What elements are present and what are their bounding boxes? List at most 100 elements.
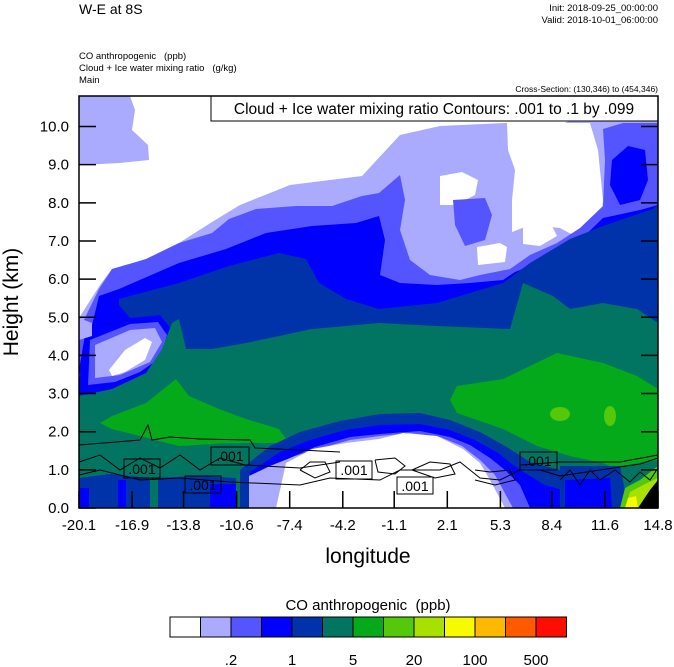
colorbar-swatch bbox=[444, 616, 476, 638]
field-label-main: Main bbox=[79, 75, 100, 86]
contour-label-box bbox=[335, 460, 373, 480]
init-time: Init: 2018-09-25_00:00:00 bbox=[549, 3, 658, 14]
field-label-co: CO anthropogenic (ppb) bbox=[79, 51, 186, 62]
fill-level-9 bbox=[625, 496, 638, 508]
contour-label-box bbox=[184, 475, 222, 494]
x-tick-label: -4.2 bbox=[330, 517, 356, 534]
terrain bbox=[638, 480, 658, 508]
fill-level-0 bbox=[477, 243, 507, 265]
x-axis-label: longitude bbox=[325, 545, 410, 568]
y-tick-label: 7.0 bbox=[48, 233, 69, 250]
contour-label: .001 bbox=[189, 477, 216, 493]
figure-title: W-E at 8S bbox=[79, 1, 143, 17]
contour-line bbox=[299, 461, 331, 479]
fill-level-2 bbox=[453, 198, 492, 246]
x-tick-label: 14.8 bbox=[643, 517, 672, 534]
y-tick-label: 8.0 bbox=[48, 195, 69, 212]
contour-label: .001 bbox=[128, 461, 155, 477]
contour-line bbox=[374, 457, 406, 475]
contour-fill bbox=[79, 96, 658, 508]
y-tick-label: 1.0 bbox=[48, 462, 69, 479]
y-tick-label: 0.0 bbox=[48, 500, 69, 517]
fill-level-0 bbox=[109, 338, 152, 376]
contour-label-box bbox=[123, 458, 161, 479]
fill-level-0 bbox=[507, 123, 603, 236]
field-label-cloud: Cloud + Ice water mixing ratio (g/kg) bbox=[79, 63, 237, 74]
y-tick-label: 9.0 bbox=[48, 157, 69, 174]
contour-label-box bbox=[396, 476, 434, 495]
y-tick-label: 4.0 bbox=[48, 347, 69, 364]
fill-level-5 bbox=[150, 478, 158, 508]
colorbar-swatch bbox=[505, 616, 537, 638]
colorbar-tick-label: 20 bbox=[406, 652, 423, 667]
x-tick-label: -7.4 bbox=[277, 517, 303, 534]
contour-label: .001 bbox=[401, 478, 428, 494]
colorbar-tick-label: 5 bbox=[349, 652, 357, 667]
contour-label: .001 bbox=[216, 448, 243, 464]
x-tick-label: 8.4 bbox=[541, 517, 562, 534]
contour-label: .001 bbox=[524, 453, 551, 469]
colorbar-swatch bbox=[322, 616, 354, 638]
colorbar-swatch bbox=[383, 616, 415, 638]
contour-line bbox=[79, 423, 341, 453]
colorbar-swatch bbox=[261, 616, 293, 638]
fill-level-6 bbox=[100, 379, 286, 446]
colorbar-swatch bbox=[474, 616, 506, 638]
fill-level-1 bbox=[79, 318, 92, 340]
colorbar-tick-label: .2 bbox=[225, 652, 238, 667]
x-tick-label: 5.3 bbox=[490, 517, 511, 534]
x-tick-label: -20.1 bbox=[62, 517, 96, 534]
colorbar-swatch bbox=[200, 616, 232, 638]
contour-line bbox=[519, 454, 658, 466]
contour-line bbox=[559, 467, 658, 486]
contour-info-box bbox=[210, 95, 659, 122]
y-tick-label: 3.0 bbox=[48, 386, 69, 403]
colorbar-tick-label: 100 bbox=[462, 652, 487, 667]
x-tick-label: -1.1 bbox=[381, 517, 407, 534]
y-tick-label: 2.0 bbox=[48, 424, 69, 441]
x-tick-label: -16.9 bbox=[115, 517, 149, 534]
y-tick-label: 10.0 bbox=[40, 119, 69, 136]
contour-line bbox=[79, 457, 658, 486]
x-tick-label: -13.8 bbox=[166, 517, 200, 534]
contour-line bbox=[79, 454, 341, 471]
colorbar-swatch bbox=[413, 616, 445, 638]
x-axis: -20.1 -16.9 -13.8 -10.6 -7.4 -4.2 -1.1 2.1 5.3 8.… bbox=[62, 491, 673, 534]
x-tick-label: 11.6 bbox=[591, 517, 619, 534]
cloud-contours bbox=[79, 423, 658, 486]
y-axis: 0.0 1.0 2.0 3.0 4.0 5.0 6.0 7.0 8.0 9.0 10.0 bbox=[40, 119, 658, 517]
contour-line bbox=[474, 469, 516, 486]
fill-level-7 bbox=[550, 407, 570, 421]
contour-labels: .001 .001 .001 .001 .001 .001 bbox=[123, 446, 558, 495]
fill-level-3 bbox=[565, 478, 612, 508]
contour-label-box bbox=[210, 446, 250, 466]
plot-frame bbox=[78, 95, 659, 509]
colorbar-swatch bbox=[535, 616, 567, 638]
fill-level-7 bbox=[604, 406, 616, 426]
colorbar-swatch bbox=[230, 616, 262, 638]
y-axis-label: Height (km) bbox=[0, 248, 23, 357]
x-tick-label: 2.1 bbox=[437, 517, 458, 534]
valid-time: Valid: 2018-10-01_06:00:00 bbox=[541, 15, 658, 26]
fill-level-0 bbox=[440, 172, 478, 205]
fill-level-1 bbox=[79, 96, 149, 165]
fill-level-3 bbox=[79, 488, 89, 508]
colorbar-title: CO anthropogenic (ppb) bbox=[285, 597, 450, 614]
colorbar-swatch bbox=[291, 616, 323, 638]
y-tick-label: 6.0 bbox=[48, 271, 69, 288]
contour-info-text: Cloud + Ice water mixing ratio Contours:… bbox=[234, 101, 634, 118]
colorbar-tick-label: 1 bbox=[288, 652, 296, 667]
fill-level-0 bbox=[523, 222, 557, 246]
fill-level-3 bbox=[610, 146, 648, 205]
fill-level-3 bbox=[118, 480, 126, 508]
fill-level-3 bbox=[210, 484, 236, 508]
colorbar-swatch bbox=[352, 616, 384, 638]
contour-label: .001 bbox=[340, 462, 367, 478]
contour-label-box bbox=[519, 451, 558, 471]
colorbar: .2 1 5 20 100 500 bbox=[169, 616, 567, 667]
y-tick-label: 5.0 bbox=[48, 309, 69, 326]
cross-section-label: Cross-Section: (130,346) to (454,346) bbox=[515, 84, 658, 94]
colorbar-tick-label: 500 bbox=[523, 652, 548, 667]
colorbar-swatch bbox=[169, 616, 201, 638]
